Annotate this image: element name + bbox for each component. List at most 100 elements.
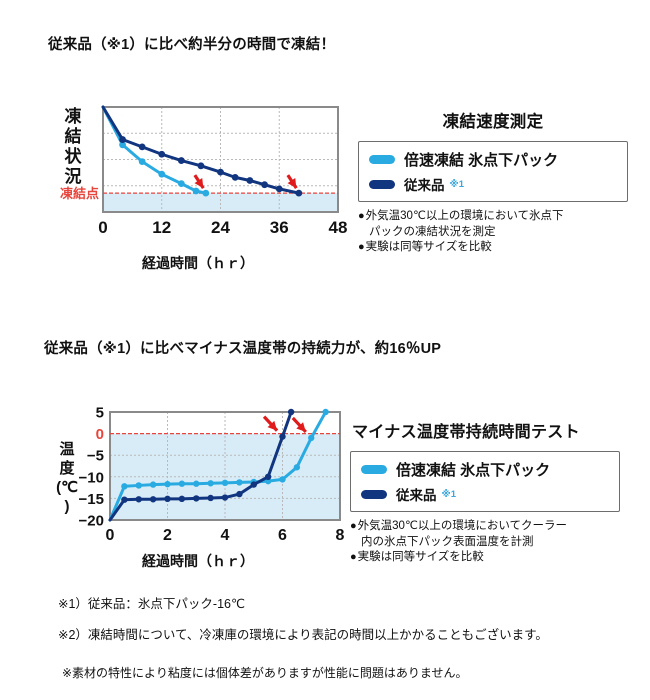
chart2-y-tick-label: −10 xyxy=(79,469,104,486)
chart2-arrow-head xyxy=(296,422,306,432)
chart2-data-point xyxy=(178,495,186,503)
chart1-data-point xyxy=(246,177,254,184)
chart2-y-axis-label: 温度 (℃) xyxy=(56,441,78,515)
chart1-x-tick-label: 36 xyxy=(270,218,289,237)
chart1-x-tick-label: 0 xyxy=(98,218,107,237)
chart2-data-point xyxy=(221,479,229,487)
chart1-data-point xyxy=(202,189,210,197)
footnote-3: ※素材の特性により粘度には個体差がありますが性能に問題はありません。 xyxy=(62,666,468,680)
minus-temp-duration-chart-svg: 0 2 4 6 8 5 0 −5 −10 −15 −20 温度 (℃) 経過時間（ｈｒ） xyxy=(56,405,345,570)
chart2-arrow-head xyxy=(267,420,278,431)
chart2-data-point xyxy=(308,434,315,442)
chart2-data-point xyxy=(279,433,286,440)
bullet-text: パックの凍結状況を測定 xyxy=(369,225,496,238)
chart1-y-axis-label-char: 結 xyxy=(65,126,82,146)
chart1-x-tick-label: 12 xyxy=(152,218,171,237)
chart2-data-point xyxy=(149,496,157,503)
legend-row-new-product: 倍速凍結 氷点下パック xyxy=(361,459,609,480)
chart2-y-axis-label-char: ) xyxy=(65,498,70,515)
chart2-y-tick-label: 0 xyxy=(96,426,104,443)
bullet-text: 外気温30℃以上の環境においてクーラー xyxy=(357,520,568,532)
chart2-data-point xyxy=(293,464,301,471)
chart2-x-tick-labels: 0 2 4 6 8 xyxy=(106,527,345,544)
chart1-axes-frame xyxy=(102,106,339,213)
bullet-line: ● 実験は同等サイズを比較 xyxy=(358,240,628,256)
chart1-data-point xyxy=(119,141,126,149)
chart2-data-point xyxy=(178,480,186,487)
bullet-text: 外気温30℃以上の環境において氷点下 xyxy=(365,210,564,222)
chart1-data-point xyxy=(231,173,239,181)
chart1-x-tick-labels: 0 12 24 36 48 xyxy=(98,218,347,237)
chart1-data-point xyxy=(138,143,146,151)
chart1-data-point xyxy=(158,150,166,158)
chart2-y-tick-label: −15 xyxy=(79,491,104,508)
bullet-line: パックの凍結状況を測定 xyxy=(358,225,628,241)
panel-2-title: マイナス温度帯持続時間テスト xyxy=(352,424,580,441)
section-1-heading: 従来品（※1）に比べ約半分の時間で凍結！ xyxy=(48,37,336,53)
chart2-y-axis-label-char: (℃ xyxy=(56,479,78,496)
chart1-data-point xyxy=(261,181,268,189)
chart1-data-point xyxy=(177,180,185,188)
chart2-data-point xyxy=(135,496,142,503)
legend-note-mark-old-product: ※1 xyxy=(449,178,465,190)
chart1-x-axis-title: 経過時間（ｈｒ） xyxy=(142,255,254,271)
chart1-data-point xyxy=(158,170,166,178)
chart1-data-point xyxy=(197,162,205,170)
chart1-y-axis-label-char: 況 xyxy=(65,166,82,186)
chart2-x-tick-label: 4 xyxy=(221,527,230,544)
chart1-y-axis-label-char: 状 xyxy=(65,146,83,166)
chart2-data-point xyxy=(287,408,295,416)
bullet-dot-icon: ● xyxy=(350,551,357,564)
chart1-x-tick-label: 48 xyxy=(329,218,348,237)
bullet-line: 内の氷点下パック表面温度を計測 xyxy=(350,535,620,551)
chart2-data-point xyxy=(164,480,171,488)
chart2-data-point xyxy=(264,473,272,480)
panel-1-legend-box: 倍速凍結 氷点下パック 従来品 ※1 xyxy=(358,141,628,202)
chart2-axes-frame xyxy=(109,411,341,521)
panel-1-title: 凍結速度測定 xyxy=(442,113,544,131)
chart2-data-point xyxy=(135,482,142,489)
chart2-data-point xyxy=(193,480,200,487)
chart2-x-tick-label: 8 xyxy=(336,527,345,544)
chart2-annotation-arrows xyxy=(262,415,307,434)
legend-row-old-product: 従来品 ※1 xyxy=(369,174,617,194)
bullet-text: 実験は同等サイズを比較 xyxy=(365,241,492,254)
chart1-annotation-arrows xyxy=(193,174,298,189)
legend-swatch-old-product xyxy=(361,489,387,499)
panel-1-bullets: ● 外気温30℃以上の環境において氷点下 パックの凍結状況を測定 ● 実験は同等… xyxy=(358,209,628,256)
footnote-1: ※1）従来品：氷点下パック-16℃ xyxy=(58,597,246,611)
chart2-y-axis-label-char: 温 xyxy=(59,441,74,458)
minus-temp-info-panel: マイナス温度帯持続時間テスト 倍速凍結 氷点下パック 従来品 ※1 ● 外気温3… xyxy=(350,418,620,566)
bullet-line: ● 外気温30℃以上の環境において氷点下 xyxy=(358,209,628,225)
legend-label-old-product: 従来品 xyxy=(404,178,445,193)
bullet-text: 内の氷点下パック表面温度を計測 xyxy=(361,535,534,548)
chart2-data-point xyxy=(279,476,286,483)
chart2-x-tick-label: 2 xyxy=(163,527,172,544)
chart1-y-axis-label: 凍結状況 xyxy=(65,106,83,186)
panel-2-legend-box: 倍速凍結 氷点下パック 従来品 ※1 xyxy=(350,451,620,512)
chart1-data-point xyxy=(138,158,146,165)
chart1-data-point xyxy=(217,168,224,176)
chart2-data-point xyxy=(193,495,200,502)
chart2-y-tick-label: 5 xyxy=(96,405,104,422)
chart2-x-axis-title: 経過時間（ｈｒ） xyxy=(142,553,254,569)
chart2-data-point xyxy=(149,481,157,488)
chart2-y-tick-label: −5 xyxy=(87,448,104,465)
chart1-series-group xyxy=(101,105,303,197)
chart2-data-point xyxy=(236,490,243,498)
bullet-text: 実験は同等サイズを比較 xyxy=(357,551,484,564)
legend-note-mark-old-product: ※1 xyxy=(441,488,457,500)
bullet-dot-icon: ● xyxy=(350,520,357,532)
freezing-speed-chart-svg: 0 12 24 36 48 凍結状況 凍結点 経過時間（ｈｒ） xyxy=(60,105,347,271)
chart2-data-point xyxy=(207,494,214,502)
legend-row-new-product: 倍速凍結 氷点下パック xyxy=(369,149,617,170)
chart1-arrow-head xyxy=(287,178,297,189)
footnote-2: ※2）凍結時間について、冷凍庫の環境により表記の時間以上かかることもございます。 xyxy=(58,628,548,642)
chart1-gridlines xyxy=(103,107,338,212)
bullet-dot-icon: ● xyxy=(358,241,365,254)
legend-row-old-product: 従来品 ※1 xyxy=(361,484,609,504)
legend-swatch-new-product xyxy=(361,465,387,474)
freezing-speed-info-panel: 凍結速度測定 倍速凍結 氷点下パック 従来品 ※1 ● 外気温30℃以上の環境に… xyxy=(358,108,628,256)
legend-label-new-product: 倍速凍結 氷点下パック xyxy=(404,152,559,169)
